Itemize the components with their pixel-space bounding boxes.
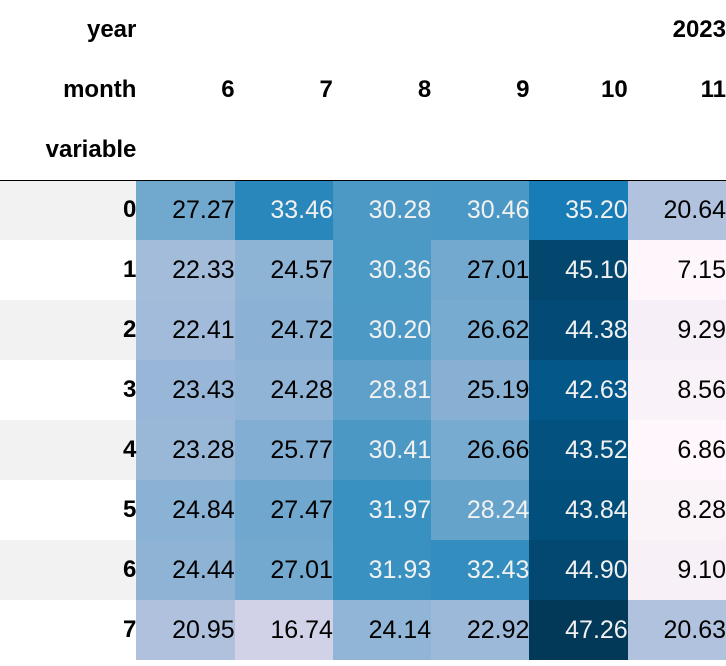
column-header-label: 11 bbox=[627, 60, 726, 120]
heatmap-cell: 9.29 bbox=[627, 300, 726, 360]
heatmap-cell: 20.64 bbox=[627, 180, 726, 240]
heatmap-cell: 33.46 bbox=[234, 180, 333, 240]
row-index-label: 4 bbox=[0, 420, 137, 480]
heatmap-cell: 45.10 bbox=[529, 240, 628, 300]
heatmap-cell: 8.28 bbox=[627, 480, 726, 540]
table-row: 0 27.27 33.46 30.28 30.46 35.20 20.64 bbox=[0, 180, 726, 240]
heatmap-cell: 25.19 bbox=[431, 360, 530, 420]
heatmap-cell: 22.41 bbox=[136, 300, 235, 360]
heatmap-cell: 20.63 bbox=[627, 600, 726, 660]
heatmap-cell: 43.52 bbox=[529, 420, 628, 480]
heatmap-cell: 35.20 bbox=[529, 180, 628, 240]
row-index-label: 6 bbox=[0, 540, 137, 600]
header-level-label: variable bbox=[0, 120, 137, 181]
heatmap-cell: 7.15 bbox=[627, 240, 726, 300]
heatmap-cell: 28.24 bbox=[431, 480, 530, 540]
table-row: 6 24.44 27.01 31.93 32.43 44.90 9.10 bbox=[0, 540, 726, 600]
column-header-label bbox=[332, 0, 432, 60]
heatmap-cell: 26.66 bbox=[431, 420, 530, 480]
table-row: 5 24.84 27.47 31.97 28.24 43.84 8.28 bbox=[0, 480, 726, 540]
column-header-label bbox=[431, 0, 530, 60]
column-header-label bbox=[136, 120, 235, 181]
heatmap-cell: 24.44 bbox=[136, 540, 235, 600]
heatmap-cell: 6.86 bbox=[627, 420, 726, 480]
heatmap-cell: 27.01 bbox=[431, 240, 530, 300]
heatmap-cell: 9.10 bbox=[627, 540, 726, 600]
heatmap-cell: 22.92 bbox=[431, 600, 530, 660]
column-header-label bbox=[234, 120, 333, 181]
table-row: 4 23.28 25.77 30.41 26.66 43.52 6.86 bbox=[0, 420, 726, 480]
header-row-variable: variable bbox=[0, 120, 726, 181]
heatmap-cell: 42.63 bbox=[529, 360, 628, 420]
header-row-year: year 2023 bbox=[0, 0, 726, 60]
row-index-label: 2 bbox=[0, 300, 137, 360]
row-index-label: 1 bbox=[0, 240, 137, 300]
heatmap-cell: 8.56 bbox=[627, 360, 726, 420]
heatmap-cell: 23.43 bbox=[136, 360, 235, 420]
table-row: 2 22.41 24.72 30.20 26.62 44.38 9.29 bbox=[0, 300, 726, 360]
heatmap-cell: 23.28 bbox=[136, 420, 235, 480]
heatmap-cell: 31.97 bbox=[332, 480, 432, 540]
heatmap-cell: 47.26 bbox=[529, 600, 628, 660]
heatmap-cell: 22.33 bbox=[136, 240, 235, 300]
column-header-label bbox=[627, 120, 726, 181]
column-header-label bbox=[431, 120, 530, 181]
heatmap-cell: 20.95 bbox=[136, 600, 235, 660]
column-header-label bbox=[332, 120, 432, 181]
row-index-label: 0 bbox=[0, 180, 137, 240]
heatmap-cell: 32.43 bbox=[431, 540, 530, 600]
column-header-label: 2023 bbox=[627, 0, 726, 60]
heatmap-cell: 43.84 bbox=[529, 480, 628, 540]
heatmap-cell: 24.57 bbox=[234, 240, 333, 300]
heatmap-cell: 24.84 bbox=[136, 480, 235, 540]
heatmap-cell: 26.62 bbox=[431, 300, 530, 360]
header-level-label: month bbox=[0, 60, 137, 120]
column-header-label: 9 bbox=[431, 60, 530, 120]
column-header: year 2023 month 6 7 8 9 10 11 variable bbox=[0, 0, 726, 181]
column-header-label: 7 bbox=[234, 60, 333, 120]
row-index-label: 5 bbox=[0, 480, 137, 540]
heatmap-cell: 24.28 bbox=[234, 360, 333, 420]
heatmap-cell: 31.93 bbox=[332, 540, 432, 600]
heatmap-cell: 24.14 bbox=[332, 600, 432, 660]
heatmap-cell: 44.90 bbox=[529, 540, 628, 600]
heatmap-cell: 25.77 bbox=[234, 420, 333, 480]
row-index-label: 7 bbox=[0, 600, 137, 660]
table-body: 0 27.27 33.46 30.28 30.46 35.20 20.64 1 22.33 24.… bbox=[0, 180, 726, 660]
row-index-label: 3 bbox=[0, 360, 137, 420]
header-row-month: month 6 7 8 9 10 11 bbox=[0, 60, 726, 120]
column-header-label bbox=[529, 0, 628, 60]
heatmap-cell: 30.46 bbox=[431, 180, 530, 240]
heatmap-cell: 27.01 bbox=[234, 540, 333, 600]
column-header-label: 6 bbox=[136, 60, 235, 120]
heatmap-cell: 44.38 bbox=[529, 300, 628, 360]
heatmap-cell: 30.28 bbox=[332, 180, 432, 240]
column-header-label: 10 bbox=[529, 60, 628, 120]
heatmap-cell: 28.81 bbox=[332, 360, 432, 420]
heatmap-cell: 27.27 bbox=[136, 180, 235, 240]
heatmap-cell: 30.36 bbox=[332, 240, 432, 300]
heatmap-cell: 24.72 bbox=[234, 300, 333, 360]
header-level-label: year bbox=[0, 0, 137, 60]
table-row: 3 23.43 24.28 28.81 25.19 42.63 8.56 bbox=[0, 360, 726, 420]
heatmap-cell: 30.41 bbox=[332, 420, 432, 480]
column-header-label bbox=[234, 0, 333, 60]
column-header-label bbox=[529, 120, 628, 181]
table-row: 7 20.95 16.74 24.14 22.92 47.26 20.63 bbox=[0, 600, 726, 660]
heatmap-cell: 16.74 bbox=[234, 600, 333, 660]
column-header-label bbox=[136, 0, 235, 60]
heatmap-cell: 27.47 bbox=[234, 480, 333, 540]
table-row: 1 22.33 24.57 30.36 27.01 45.10 7.15 bbox=[0, 240, 726, 300]
column-header-label: 8 bbox=[332, 60, 432, 120]
heatmap-cell: 30.20 bbox=[332, 300, 432, 360]
